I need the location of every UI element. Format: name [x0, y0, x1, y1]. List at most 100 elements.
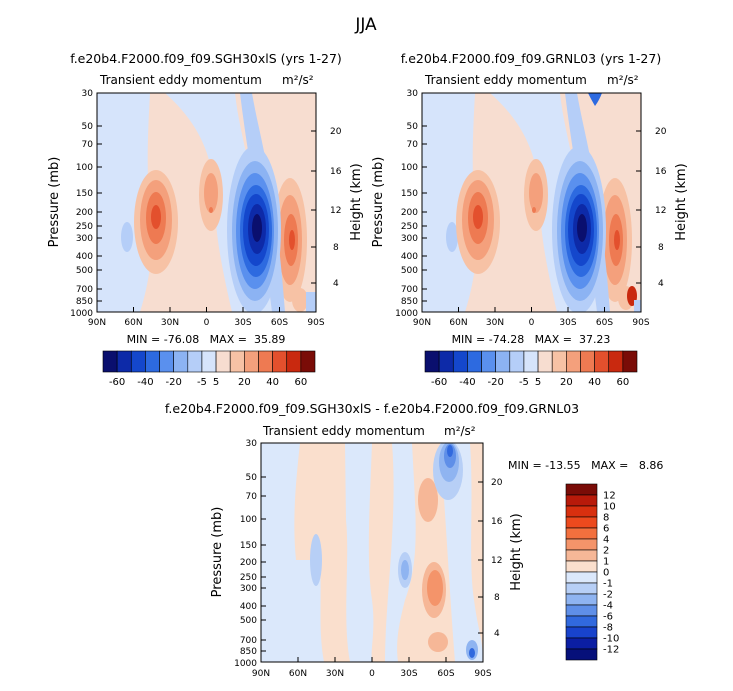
- panel-a-ytick: 100: [76, 163, 93, 173]
- panel-a-xtick: 60N: [124, 318, 142, 328]
- panel-b-xtick: 30S: [559, 318, 576, 328]
- colorbar-swatch: [467, 350, 482, 373]
- panel-a-ytick: 300: [76, 234, 93, 244]
- panel-a-units: m²/s²: [282, 73, 314, 87]
- panel-c: f.e20b4.F2000.f09_f09.SGH30xlS - f.e20b4…: [165, 401, 664, 679]
- panel-b-ytick: 50: [407, 122, 419, 132]
- colorbar-swatch: [116, 350, 132, 373]
- panel-c-xtick: 60N: [289, 669, 307, 679]
- colorbar-label: -60: [431, 377, 447, 388]
- panel-b-y2tick: 8: [658, 243, 664, 253]
- colorbar-swatch: [215, 350, 231, 373]
- panel-b-ytick: 400: [401, 252, 418, 262]
- colorbar-swatch: [565, 571, 598, 584]
- colorbar-swatch: [523, 350, 539, 373]
- panel-b-ytick: 150: [401, 189, 418, 199]
- colorbar-swatch: [244, 350, 259, 373]
- colorbar-label: -40: [459, 377, 475, 388]
- colorbar-label: -8: [603, 623, 613, 634]
- panel-b-yticklabels: 30 50 70 100 150 200 250 300 400 500 700…: [395, 89, 418, 319]
- panel-b-xticklabels: 90N 60N 30N 0 30S 60S 90S: [413, 318, 650, 328]
- panel-c-units: m²/s²: [444, 424, 476, 438]
- colorbar-swatch: [481, 350, 496, 373]
- panel-a-stats: MIN = -76.08 MAX = 35.89: [127, 333, 286, 346]
- colorbar-swatch: [566, 350, 581, 373]
- colorbar-swatch: [565, 615, 598, 628]
- panel-b-ytick: 850: [401, 297, 418, 307]
- panel-a-ytick: 700: [76, 285, 93, 295]
- colorbar-label: -5: [197, 377, 207, 388]
- panel-c-ytick: 200: [240, 558, 257, 568]
- colorbar-label: -4: [603, 601, 613, 612]
- colorbar-label: 12: [603, 491, 616, 502]
- panel-c-yticklabels: 30 50 70 100 150 200 250 300 400 500 700…: [234, 439, 257, 669]
- colorbar-label: 20: [560, 377, 573, 388]
- panel-b-ytick: 500: [401, 266, 418, 276]
- colorbar-swatch: [286, 350, 302, 373]
- panel-c-ytick: 150: [240, 541, 257, 551]
- colorbar-label: 1: [603, 557, 609, 568]
- colorbar-label: -5: [519, 377, 529, 388]
- colorbar-swatch: [565, 516, 598, 529]
- colorbar-label: -1: [603, 579, 613, 590]
- panel-c-xticklabels: 90N 60N 30N 0 30S 60S 90S: [252, 669, 492, 679]
- panel-c-xtick: 60S: [437, 669, 454, 679]
- panel-c-xtick: 90N: [252, 669, 270, 679]
- panel-b-y2tick: 12: [655, 206, 666, 216]
- panel-a-title: f.e20b4.F2000.f09_f09.SGH30xlS (yrs 1-27…: [70, 51, 342, 66]
- colorbar-label: -60: [109, 377, 125, 388]
- panel-c-title: f.e20b4.F2000.f09_f09.SGH30xlS - f.e20b4…: [165, 401, 579, 416]
- colorbar-label: -40: [137, 377, 153, 388]
- panel-c-ylabel: Pressure (mb): [210, 507, 225, 598]
- panel-b-ytick: 70: [407, 140, 419, 150]
- panel-c-ytick: 300: [240, 584, 257, 594]
- panel-a-colorbar: -60 -40 -20 -5 5 20 40 60: [102, 350, 316, 388]
- panel-a-plot: [97, 93, 316, 312]
- colorbar-label: 0: [603, 568, 609, 579]
- panel-c-ytick: 850: [240, 647, 257, 657]
- panel-c-xtick: 30S: [400, 669, 417, 679]
- panel-b-y2tick: 16: [655, 167, 667, 177]
- colorbar-swatch: [608, 350, 624, 373]
- colorbar-swatch: [580, 350, 595, 373]
- panel-a-ticks: [96, 92, 317, 312]
- panel-b-xtick: 60N: [449, 318, 467, 328]
- panel-b-ytick: 200: [401, 208, 418, 218]
- colorbar-swatch: [551, 350, 567, 373]
- panel-b-ytick: 700: [401, 285, 418, 295]
- panel-c-y2ticklabels: 20 16 12 8 4: [491, 478, 503, 639]
- panel-c-ytick: 70: [246, 492, 258, 502]
- colorbar-swatch: [594, 350, 610, 373]
- panel-a-xtick: 60S: [271, 318, 288, 328]
- colorbar-swatch: [201, 350, 217, 373]
- colorbar-swatch: [272, 350, 288, 373]
- colorbar-label: 5: [535, 377, 541, 388]
- colorbar-swatch: [300, 350, 316, 373]
- panel-a-ytick: 150: [76, 189, 93, 199]
- colorbar-label: -6: [603, 612, 613, 623]
- colorbar-swatch: [565, 626, 598, 639]
- panel-b-xtick: 30N: [486, 318, 504, 328]
- colorbar-label: 40: [266, 377, 279, 388]
- panel-b-xtick: 90S: [632, 318, 649, 328]
- colorbar-label: 2: [603, 546, 609, 557]
- panel-b-xtick: 0: [529, 318, 535, 328]
- colorbar-swatch: [438, 350, 454, 373]
- panel-c-ytick: 500: [240, 616, 257, 626]
- panel-c-ticks: [260, 442, 484, 662]
- colorbar-swatch: [565, 582, 598, 595]
- colorbar-label: 6: [603, 524, 609, 535]
- panel-a-yticklabels: 30 50 70 100 150 200 250 300 400 500 700…: [70, 89, 93, 319]
- colorbar-swatch: [622, 350, 638, 373]
- colorbar-swatch: [565, 604, 598, 617]
- panel-a-y2tick: 4: [333, 279, 339, 289]
- colorbar-swatch: [145, 350, 160, 373]
- panel-a-y2tick: 12: [330, 206, 341, 216]
- panel-b-ytick: 300: [401, 234, 418, 244]
- panel-a-xtick: 90N: [88, 318, 106, 328]
- panel-c-ytick: 400: [240, 602, 257, 612]
- panel-a-xtick: 90S: [307, 318, 324, 328]
- colorbar-swatch: [173, 350, 189, 373]
- colorbar-swatch: [565, 593, 598, 606]
